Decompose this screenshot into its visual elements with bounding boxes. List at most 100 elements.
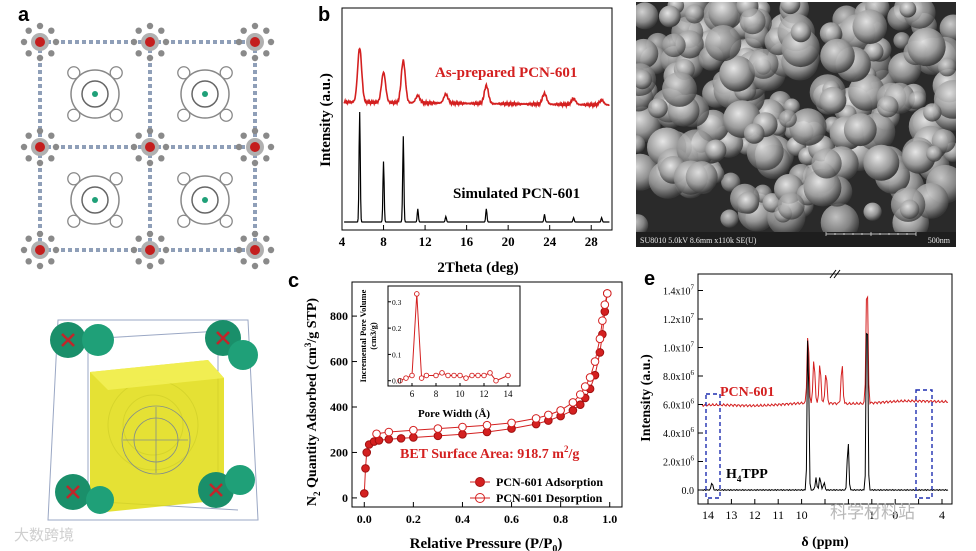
- isotherm-point: [362, 448, 372, 457]
- isotherm-point: [409, 433, 418, 442]
- x-tick-label: 10: [796, 508, 808, 522]
- sem-caption: SU8010 5.0kV 8.6mm x110k SE(U): [640, 236, 757, 245]
- legend: PCN-601 Adsorption PCN-601 Desorption: [470, 475, 603, 505]
- isotherm-point: [600, 300, 610, 310]
- nmr-series-h4tpp: [701, 332, 949, 492]
- y-axis-label: N2 Quantity Adsorbed (cm3/g STP): [303, 298, 322, 506]
- isotherm-point: [544, 410, 553, 420]
- isotherm-plot-frame: [351, 281, 623, 508]
- isotherm-chart: 0.0 0.2 0.4 0.6 0.8 1.0 0 200 400 600 800 BET Surf…: [303, 281, 623, 551]
- porphyrin-linker: [67, 172, 123, 228]
- inset-x-tick-label: 8: [434, 389, 439, 399]
- zr-cluster-node: [235, 127, 275, 167]
- inset-point: [451, 372, 457, 379]
- watermark-right: 科学材料站: [830, 503, 915, 523]
- y-tick-label: 0.0: [682, 486, 695, 497]
- zr-cluster-node: [130, 127, 170, 167]
- inset-x-tick-label: 10: [456, 389, 466, 399]
- x-tick-label: 4: [339, 234, 346, 249]
- inset-point: [397, 377, 403, 384]
- inset-y-label-a: Incremental Pore Volume: [358, 289, 368, 382]
- isotherm-point: [575, 390, 585, 399]
- series-label-pcn601: PCN-601: [720, 385, 774, 400]
- porphyrin-linker: [67, 66, 123, 122]
- inset-y-label-b: (cm3/g): [368, 322, 378, 350]
- inset-point: [487, 370, 493, 376]
- x-axis-label: 2Theta (deg): [437, 260, 518, 275]
- highlight-box-right: [915, 389, 933, 499]
- scale-bar: [825, 232, 917, 236]
- pxrd-chart: 4 8 12 16 20 24 28 As-prepared PCN-601 Simulat…: [318, 7, 613, 275]
- isotherm-point: [531, 414, 541, 423]
- legend-adsorption: PCN-601 Adsorption: [496, 475, 603, 489]
- inset-point: [475, 372, 481, 379]
- zr-cluster-node: [130, 230, 170, 270]
- inset-point: [439, 370, 445, 376]
- crystal-structure-image: [20, 22, 275, 270]
- y-tick-label: 1.2x107: [663, 312, 695, 326]
- axis-break-mark: [829, 269, 841, 279]
- isotherm-point: [602, 289, 612, 298]
- x-tick-label: 14: [702, 508, 714, 522]
- isotherm-point: [575, 400, 585, 410]
- porphyrin-linker: [177, 66, 233, 122]
- crystal-framework: [20, 22, 275, 270]
- y-axis-label: Intensity (a.u.): [639, 354, 654, 442]
- inset-point: [481, 372, 487, 379]
- nmr-chart: 14 13 12 11 10 1 0 40.02.0x1064.0x1066.0x1068.0…: [639, 269, 953, 550]
- y-tick-label: 2.0x106: [663, 455, 695, 469]
- pxrd-plot-frame: [341, 7, 613, 231]
- inset-x-tick-label: 12: [480, 389, 489, 399]
- x-tick-label: 20: [502, 234, 515, 249]
- cage-structure-image: [28, 300, 278, 540]
- isotherm-point: [590, 357, 600, 366]
- x-tick-label: 11: [772, 508, 784, 522]
- zirconium-clusters: [50, 320, 258, 514]
- panel-label-c: c: [288, 270, 300, 292]
- x-tick-label: 12: [749, 508, 761, 522]
- inset-point: [469, 372, 475, 379]
- x-tick-label: 0.0: [357, 512, 372, 526]
- zr-cluster-node: [20, 22, 60, 62]
- zr-cluster-node: [130, 22, 170, 62]
- inset-x-tick-label: 6: [410, 389, 415, 399]
- inset-point: [418, 375, 425, 381]
- inset-point: [433, 372, 439, 379]
- x-tick-label: 13: [725, 508, 737, 522]
- panel-label-b: b: [318, 4, 331, 26]
- inset-point: [457, 372, 463, 379]
- x-tick-label: 0.8: [553, 512, 568, 526]
- legend-desorption: PCN-601 Desorption: [496, 491, 603, 505]
- nmr-series-pcn601: [701, 295, 949, 408]
- isotherm-point: [409, 425, 418, 435]
- x-tick-label: 4: [939, 508, 945, 522]
- x-tick-label: 0: [892, 508, 898, 522]
- series-label-h4tpp: H4TPP: [726, 467, 768, 484]
- zr-cluster-node: [20, 127, 60, 167]
- inset-x-label: Pore Width (Å): [418, 408, 490, 420]
- scale-label: 500nm: [928, 236, 951, 245]
- y-tick-label: 1.0x107: [663, 341, 695, 355]
- isotherm-point: [458, 429, 467, 439]
- y-tick-label: 400: [330, 400, 348, 414]
- x-tick-label: 0.4: [455, 512, 470, 526]
- sem-image: SU8010 5.0kV 8.6mm x110k SE(U) 500nm: [636, 2, 956, 247]
- zr-cluster-node: [20, 230, 60, 270]
- pxrd-series-0: [343, 47, 610, 110]
- highlight-box-left: [705, 393, 721, 499]
- series-label-as-prepared: As-prepared PCN-601: [435, 65, 577, 81]
- isotherm-point: [433, 431, 443, 441]
- inset-y-tick-label: 0.1: [392, 350, 402, 359]
- y-axis-label: Intensity (a.u.): [318, 73, 334, 167]
- inset-point: [505, 372, 511, 379]
- x-tick-label: 0.2: [406, 512, 421, 526]
- isotherm-point: [433, 424, 443, 433]
- x-tick-label: 1: [869, 508, 875, 522]
- x-tick-label: 1.0: [602, 512, 617, 526]
- inset-point: [423, 372, 430, 379]
- yellow-cage-polyhedron: [90, 360, 224, 512]
- y-tick-label: 4.0x106: [663, 426, 695, 440]
- isotherm-point: [580, 382, 590, 391]
- x-tick-label: 24: [543, 234, 557, 249]
- y-tick-label: 800: [330, 309, 348, 323]
